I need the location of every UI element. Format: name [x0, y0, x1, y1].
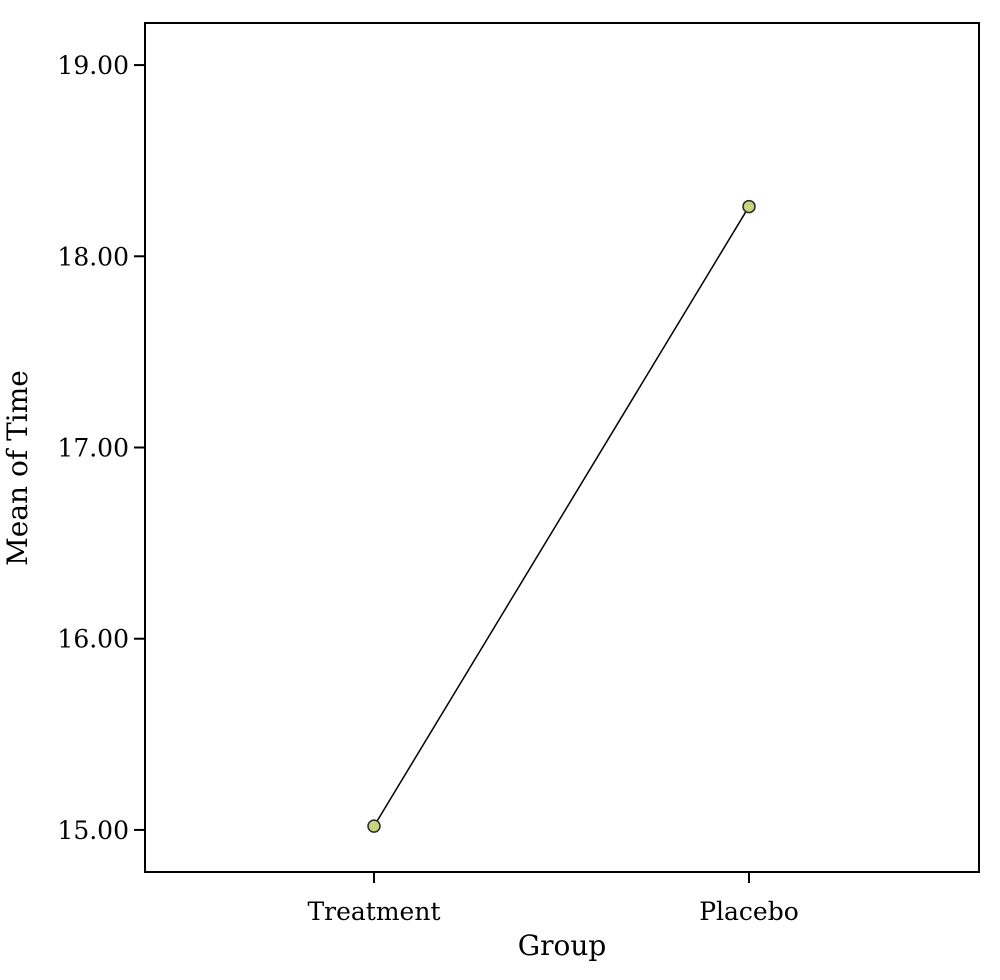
y-tick-label: 15.00 [57, 816, 129, 845]
y-tick-label: 19.00 [57, 51, 129, 80]
y-tick-label: 16.00 [57, 625, 129, 654]
x-tick-label: Treatment [307, 897, 440, 926]
series-line [373, 206, 750, 827]
plot-frame [144, 22, 980, 873]
y-tick-label: 17.00 [57, 434, 129, 463]
y-axis: 15.00 16.00 17.00 18.00 19.00 [57, 51, 145, 845]
data-point [367, 819, 381, 833]
y-axis-title: Mean of Time [1, 370, 34, 566]
series-layer [367, 199, 756, 833]
x-axis: Treatment Placebo [307, 872, 799, 926]
y-tick-label: 18.00 [57, 242, 129, 271]
x-axis-title: Group [518, 929, 607, 962]
x-tick-label: Placebo [699, 897, 799, 926]
data-point [742, 199, 756, 214]
